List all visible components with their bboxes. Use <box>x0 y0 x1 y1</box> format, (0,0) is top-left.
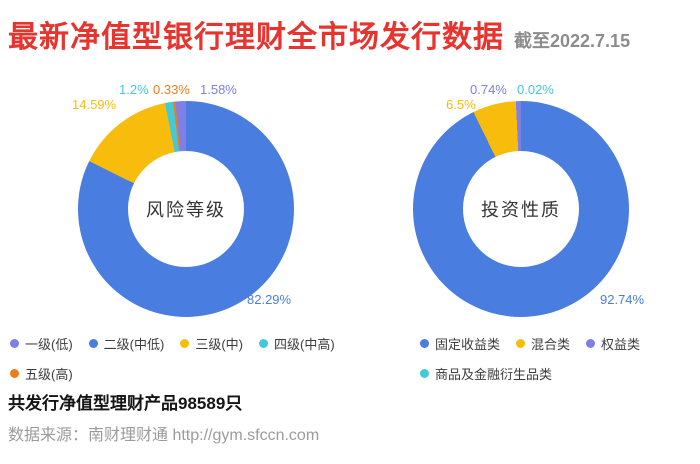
donut-hole: 投资性质 <box>463 151 579 267</box>
header: 最新净值型银行理财全市场发行数据 截至2022.7.15 <box>8 12 630 56</box>
legend-label: 商品及金融衍生品类 <box>435 367 553 382</box>
date-note: 截至2022.7.15 <box>514 31 631 51</box>
legend-item-commodity-derivatives: 商品及金融衍生品类 <box>420 364 552 383</box>
risk-donut-center-label: 风险等级 <box>146 200 226 220</box>
legend-item-mixed: 混合类 <box>516 334 570 353</box>
legend-dot <box>420 339 429 348</box>
page-title: 最新净值型银行理财全市场发行数据 <box>8 21 504 54</box>
pct-label-risk-level5: 0.33% <box>153 82 190 97</box>
legend-dot <box>88 339 98 348</box>
legend-label: 三级(中) <box>195 337 244 352</box>
legend-label: 权益类 <box>601 337 641 352</box>
legend-label: 四级(中高) <box>274 337 335 352</box>
legend-item-fixed-income: 固定收益类 <box>420 334 500 353</box>
legend-label: 一级(低) <box>25 337 73 352</box>
legend-label: 二级(中低) <box>103 337 165 352</box>
pct-label-risk-level2: 82.29% <box>247 292 292 307</box>
legend-dot <box>180 339 190 348</box>
donut-hole: 风险等级 <box>128 151 244 267</box>
investment-nature-donut-chart: 投资性质 <box>413 101 629 317</box>
risk-level-donut-chart: 风险等级 <box>78 101 294 317</box>
pct-label-risk-level4: 1.2% <box>119 82 149 97</box>
source-text: 数据来源：南财理财通 http://gym.sfccn.com <box>8 427 320 444</box>
legend-dot <box>259 339 269 348</box>
legend-label: 固定收益类 <box>435 337 501 352</box>
legend-dot <box>10 339 19 348</box>
risk-level-legend: 一级(低) 二级(中低) 三级(中) 四级(中高) 五级(高) <box>10 334 390 383</box>
legend-label: 混合类 <box>531 337 571 352</box>
legend-dot <box>420 369 429 378</box>
pct-label-commodity: 0.02% <box>517 82 554 97</box>
summary-text: 共发行净值型理财产品98589只 <box>8 394 243 413</box>
legend-dot <box>586 339 596 348</box>
pct-label-equity: 0.74% <box>470 82 507 97</box>
investment-donut-center-label: 投资性质 <box>481 200 561 220</box>
pct-label-risk-level3: 14.59% <box>72 97 117 112</box>
legend-label: 五级(高) <box>25 367 73 382</box>
legend-dot <box>10 369 19 378</box>
legend-item-risk-level3: 三级(中) <box>180 334 243 353</box>
pct-label-risk-level1: 1.58% <box>200 82 237 97</box>
legend-item-risk-level4: 四级(中高) <box>259 334 335 353</box>
legend-item-risk-level1: 一级(低) <box>10 334 73 353</box>
pct-label-fixed-income: 92.74% <box>600 292 645 307</box>
investment-nature-legend: 固定收益类 混合类 权益类 商品及金融衍生品类 <box>420 334 692 383</box>
legend-dot <box>516 339 526 348</box>
legend-item-risk-level5: 五级(高) <box>10 364 73 383</box>
legend-item-equity: 权益类 <box>586 334 640 353</box>
pct-label-mixed: 6.5% <box>446 97 476 112</box>
legend-item-risk-level2: 二级(中低) <box>88 334 165 353</box>
